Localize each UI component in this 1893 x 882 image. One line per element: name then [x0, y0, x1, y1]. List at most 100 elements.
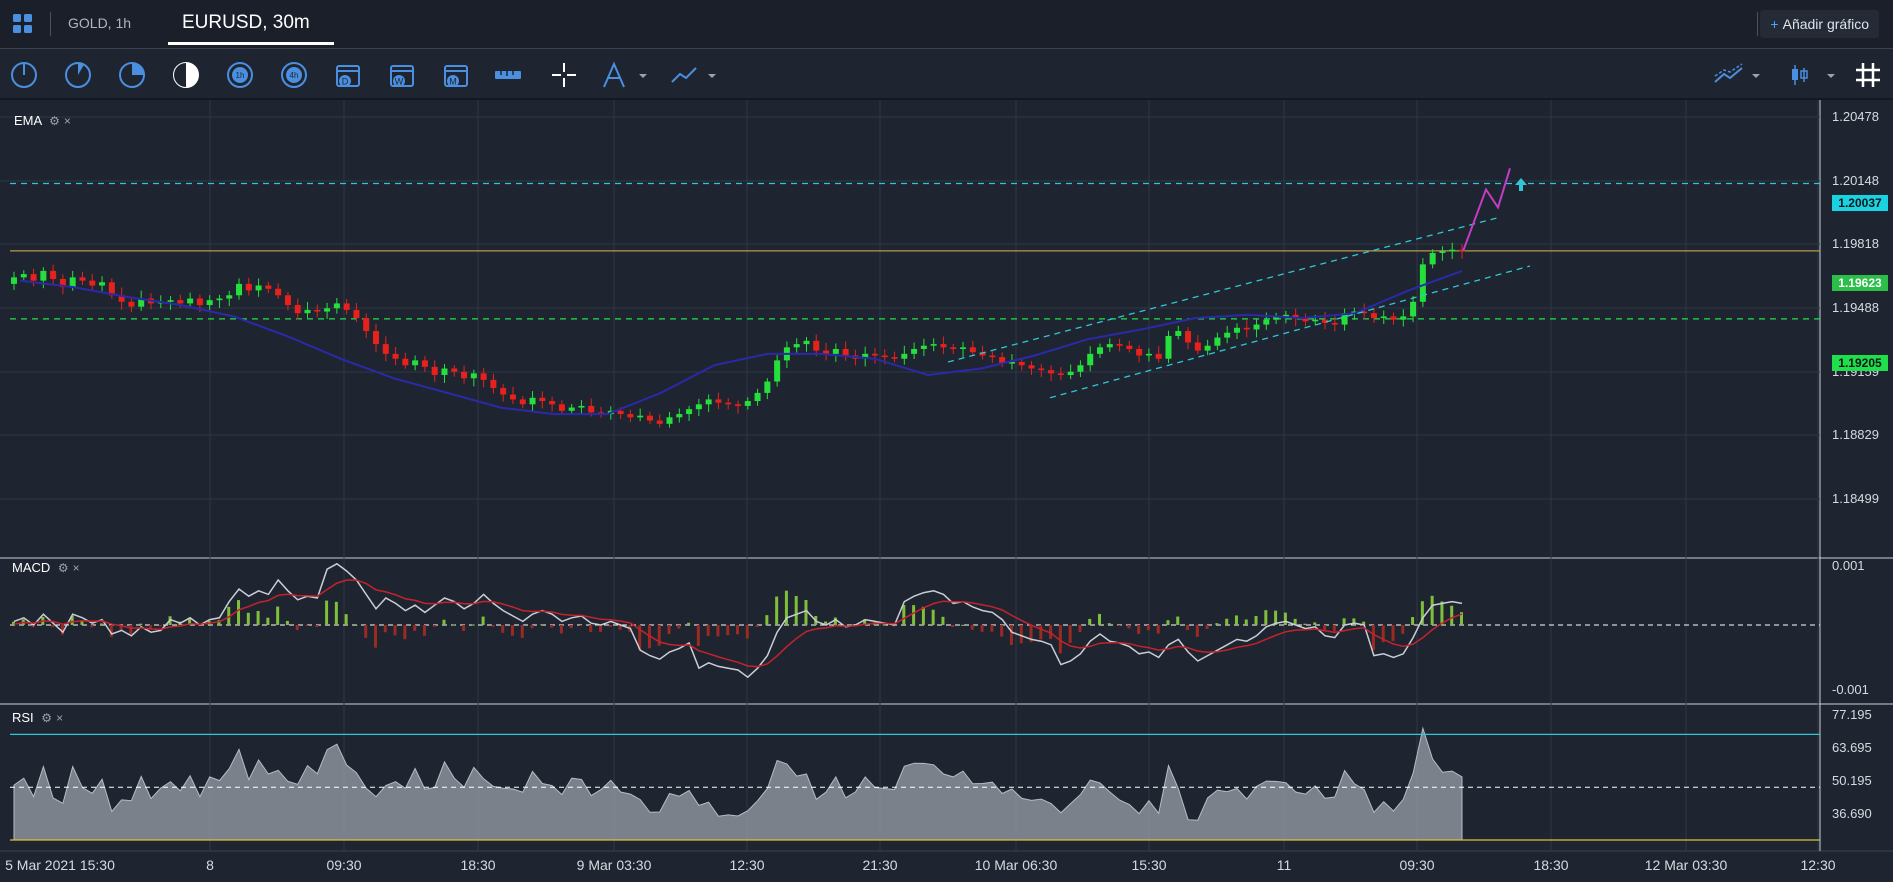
candle-body: [89, 280, 96, 286]
candle-body: [50, 270, 57, 279]
weekly-calendar-icon[interactable]: W: [387, 60, 417, 90]
candle-body: [813, 340, 820, 351]
candle-body: [1292, 314, 1299, 319]
tab-eurusd-30m[interactable]: EURUSD, 30m: [168, 0, 334, 45]
candle-body: [1233, 327, 1240, 333]
macd-histogram-bar: [1430, 595, 1434, 625]
4-hour-timeframe-icon[interactable]: 4h: [279, 60, 309, 90]
candle-body: [1273, 316, 1280, 320]
chart-type-icon[interactable]: [1712, 60, 1762, 90]
ema-close-icon[interactable]: ×: [63, 114, 71, 128]
macd-histogram-bar: [687, 622, 691, 625]
candle-body: [578, 405, 585, 408]
apps-grid-icon[interactable]: [12, 13, 34, 35]
macd-settings-icon[interactable]: ⚙: [57, 561, 69, 575]
candle-body: [40, 270, 47, 281]
macd-histogram-bar: [882, 624, 886, 626]
macd-histogram-bar: [344, 614, 348, 625]
candle-body: [920, 345, 927, 349]
candle-body: [128, 301, 135, 307]
macd-histogram-bar: [1283, 612, 1287, 625]
macd-close-icon[interactable]: ×: [72, 561, 80, 575]
macd-histogram-bar: [961, 624, 965, 626]
macd-histogram-bar: [1117, 625, 1121, 626]
candle-body: [206, 300, 213, 306]
time-tick: 18:30: [1533, 857, 1569, 873]
macd-histogram-bar: [413, 625, 417, 631]
macd-histogram-bar: [608, 625, 612, 627]
candle-body: [1282, 314, 1289, 317]
candle-body: [461, 371, 468, 379]
monthly-calendar-icon[interactable]: M: [441, 60, 471, 90]
macd-histogram-bar: [315, 625, 319, 628]
candle-body: [1243, 327, 1250, 330]
macd-histogram-bar: [432, 625, 436, 627]
candle-body: [774, 360, 781, 382]
rsi-tick: 77.195: [1832, 707, 1872, 722]
rsi-tick: 50.195: [1832, 773, 1872, 788]
rsi-close-icon[interactable]: ×: [56, 711, 64, 725]
projection-path: [1462, 168, 1511, 252]
macd-histogram-bar: [1186, 625, 1190, 631]
macd-histogram-bar: [1460, 612, 1463, 625]
chart-canvas[interactable]: [0, 100, 1893, 882]
candle-body: [1048, 370, 1055, 374]
candle-body: [1214, 337, 1221, 346]
macd-histogram-bar: [569, 625, 573, 629]
candle-body: [1253, 324, 1260, 330]
macd-histogram-bar: [1234, 615, 1238, 625]
candle-body: [637, 415, 644, 418]
candle-body: [353, 309, 360, 319]
resistance-price-tag: 1.20037: [1832, 195, 1888, 211]
candle-body: [480, 373, 487, 380]
candle-body: [1067, 371, 1074, 376]
add-chart-button[interactable]: + Añadir gráfico: [1760, 10, 1879, 38]
macd-histogram-bar: [1019, 625, 1023, 644]
candle-body: [1106, 344, 1113, 348]
15-minute-timeframe-icon[interactable]: [117, 60, 147, 90]
macd-signal-line: [13, 579, 1463, 668]
macd-histogram-bar: [824, 621, 828, 625]
macd-histogram-bar: [667, 625, 671, 635]
price-tick: 1.18499: [1832, 491, 1879, 506]
macd-histogram-bar: [266, 617, 270, 625]
candle-body: [979, 352, 986, 356]
30-minute-timeframe-icon[interactable]: [171, 60, 201, 90]
ruler-icon[interactable]: [493, 60, 523, 90]
candle-body: [500, 388, 507, 395]
macd-histogram-bar: [921, 606, 925, 625]
time-tick: 8: [206, 857, 214, 873]
candle-body: [441, 368, 448, 376]
rsi-settings-icon[interactable]: ⚙: [41, 711, 53, 725]
macd-histogram-bar: [589, 625, 593, 633]
crosshair-icon[interactable]: [549, 60, 579, 90]
candle-body: [138, 298, 145, 307]
macd-histogram-bar: [393, 625, 397, 636]
candle-body: [1155, 353, 1162, 359]
rsi-area: [13, 726, 1463, 841]
tab-gold-1h[interactable]: GOLD, 1h: [68, 15, 132, 31]
chart-area[interactable]: EMA ⚙ × MACD ⚙ × RSI ⚙ × 1.20478 1.20148 1.…: [0, 100, 1893, 882]
macd-histogram-bar: [970, 625, 974, 630]
ema-settings-icon[interactable]: ⚙: [49, 114, 60, 128]
add-chart-label: Añadir gráfico: [1782, 16, 1869, 32]
daily-calendar-icon[interactable]: D: [333, 60, 363, 90]
candle-body: [705, 399, 712, 405]
5-minute-timeframe-icon[interactable]: [63, 60, 93, 90]
1-hour-timeframe-icon[interactable]: 1h: [225, 60, 255, 90]
price-tick: 1.19488: [1832, 300, 1879, 315]
grid-toggle-icon[interactable]: [1853, 60, 1883, 90]
candle-type-icon[interactable]: [1787, 60, 1837, 90]
trend-line-icon[interactable]: [668, 60, 718, 90]
fibonacci-tool-icon[interactable]: [599, 60, 649, 90]
candle-body: [490, 379, 497, 389]
1-minute-timeframe-icon[interactable]: [9, 60, 39, 90]
candle-body: [431, 366, 438, 376]
macd-histogram-bar: [276, 606, 280, 625]
macd-histogram-bar: [442, 619, 446, 625]
current-price-tag: 1.19623: [1832, 275, 1888, 291]
candle-body: [1459, 249, 1465, 252]
macd-histogram-bar: [31, 625, 35, 628]
macd-histogram-bar: [579, 625, 583, 626]
candle-body: [539, 397, 546, 402]
